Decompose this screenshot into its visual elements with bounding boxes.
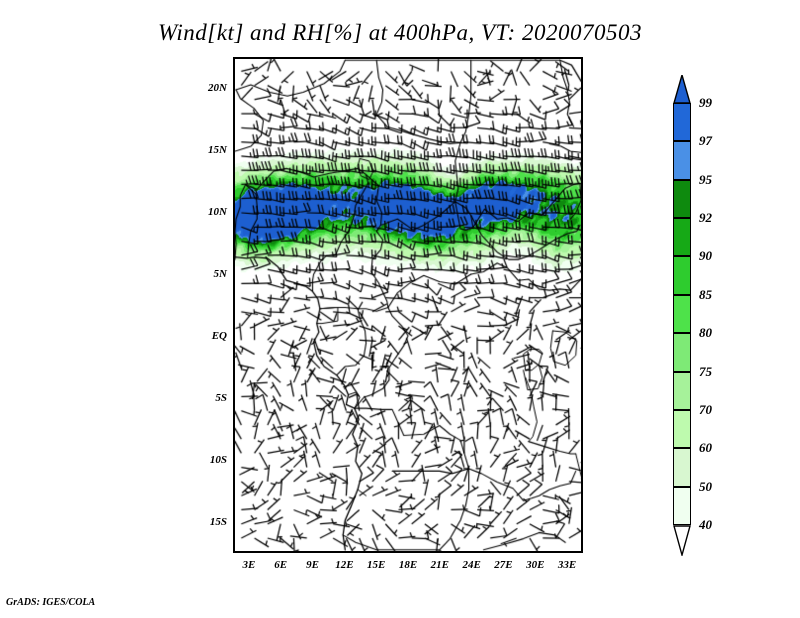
colorbar-swatch: [673, 141, 691, 180]
colorbar-swatch: [673, 179, 691, 219]
colorbar-tick-label: 50: [699, 478, 712, 494]
colorbar-swatch: [673, 218, 691, 257]
colorbar-tick-label: 92: [699, 210, 712, 226]
x-axis-tick-label: 21E: [430, 559, 449, 571]
x-axis-tick-label: 30E: [526, 559, 545, 571]
colorbar-swatch: [673, 371, 691, 410]
colorbar-tick-label: 80: [699, 325, 712, 341]
y-axis-tick-label: 10S: [209, 454, 227, 466]
colorbar-swatch: [673, 409, 691, 449]
colorbar-tick-label: 95: [699, 171, 712, 187]
y-axis-tick-label: 5N: [213, 268, 227, 280]
x-axis-tick-label: 18E: [398, 559, 418, 571]
colorbar-tick-label: 40: [699, 517, 712, 532]
colorbar-max-arrow: [673, 72, 691, 104]
page-title: Wind[kt] and RH[%] at 400hPa, VT: 202007…: [158, 20, 642, 45]
colorbar-tick-label: 85: [699, 286, 712, 302]
x-axis-tick-label: 24E: [462, 559, 481, 571]
colorbar: 40 50 60 70 75 80 85 90 92 95 97 99: [673, 72, 712, 558]
colorbar-swatch: [673, 333, 691, 372]
footer-credit: GrADS: IGES/COLA: [6, 597, 96, 608]
colorbar-swatch: [673, 294, 691, 334]
colorbar-tick-label: 90: [699, 248, 712, 264]
x-axis-tick-label: 6E: [274, 559, 288, 571]
y-axis-tick-label: 15S: [209, 516, 227, 528]
colorbar-swatch: [673, 103, 691, 142]
y-axis-tick-label: 10N: [208, 206, 227, 218]
y-axis-tick-label: 20N: [208, 82, 227, 94]
colorbar-swatch: [673, 448, 691, 487]
colorbar-tick-label: 75: [699, 363, 712, 379]
x-axis-tick-label: 27E: [494, 559, 513, 571]
x-axis-tick-label: 12E: [335, 559, 354, 571]
colorbar-tick-label: 99: [699, 95, 712, 110]
x-axis-tick-label: 33E: [557, 559, 577, 571]
y-axis-tick-label: 5S: [215, 392, 227, 404]
x-axis-tick-label: 3E: [242, 559, 256, 571]
map-plot-area: [233, 57, 583, 553]
colorbar-swatch: [673, 486, 691, 525]
colorbar-tick-label: 97: [699, 133, 712, 149]
x-axis-tick-label: 9E: [306, 559, 319, 571]
x-axis-tick-label: 15E: [367, 559, 386, 571]
colorbar-swatch: [673, 256, 691, 295]
colorbar-tick-label: 70: [699, 401, 712, 417]
y-axis-tick-label: EQ: [211, 330, 227, 342]
wind-barbs-layer: [235, 59, 581, 551]
y-axis-tick-label: 15N: [208, 144, 227, 156]
colorbar-tick-label: 60: [699, 440, 712, 456]
colorbar-min-arrow: [673, 525, 691, 558]
